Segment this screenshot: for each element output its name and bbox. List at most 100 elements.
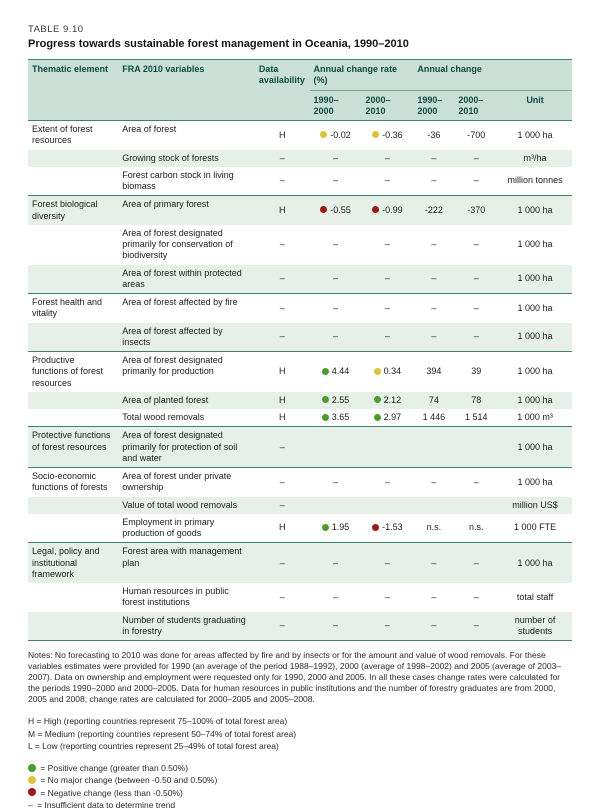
table-label: TABLE 9.10 — [28, 24, 84, 35]
annual-change-cell-period2: n.s. — [469, 522, 484, 533]
rate-value: – — [384, 273, 390, 284]
annual-change-cell-period1: n.s. — [426, 522, 442, 533]
data-availability-cell: – — [254, 264, 310, 294]
annual-change-cell-period1: – — [413, 322, 455, 352]
annual-change-cell-period2: – — [454, 293, 499, 323]
thematic-element-cell: Forest biological diversity — [28, 195, 119, 225]
annual-change-rate-cell: – — [309, 542, 362, 583]
annual-change-cell-period2: – — [454, 322, 499, 352]
rate-value: – — [333, 302, 339, 313]
annual-change-rate-cell: -0.02 — [309, 120, 362, 150]
annual-change-rate-cell: – — [361, 293, 414, 323]
positive-trend-dot-icon — [321, 523, 329, 531]
table-body: Extent of forest resources Area of forest… — [28, 120, 572, 641]
positive-trend-dot-icon — [373, 396, 381, 404]
annual-change-cell-period2: – — [473, 175, 479, 186]
rate-value: -0.55 — [330, 204, 351, 215]
annual-change-cell-period2: -370 — [454, 195, 499, 225]
trend-legend-text: = Negative change (less than -0.50%) — [38, 787, 183, 798]
unit-cell: number of students — [498, 611, 572, 641]
rate-value: -0.36 — [382, 129, 403, 140]
positive-trend-dot-icon — [28, 763, 36, 772]
unit-cell: million US$ — [498, 496, 572, 514]
table-row: Number of students graduating in forestr… — [28, 611, 572, 641]
annual-change-cell-period2: – — [454, 264, 499, 294]
col-header-rate-period1: 1990–2000 — [309, 90, 362, 121]
annual-change-rate-cell: 2.55 — [309, 391, 362, 409]
rate-value: 1.95 — [331, 522, 350, 533]
col-header-variables: FRA 2010 variables — [118, 59, 255, 121]
data-availability-cell: H — [254, 120, 310, 150]
annual-change-rate-cell: -0.99 — [361, 195, 414, 225]
thematic-element-cell: Protective functions of forest resources — [28, 426, 119, 468]
rate-value: – — [333, 331, 339, 342]
annual-change-cell-period1 — [413, 426, 455, 468]
variable-cell: Area of forest designated primarily for … — [122, 227, 233, 261]
annual-change-cell-period1: – — [413, 611, 455, 641]
annual-change-rate-cell: – — [361, 542, 414, 583]
thematic-element-cell — [28, 496, 119, 514]
annual-change-rate-cell: -1.53 — [361, 514, 413, 543]
no_change-trend-dot-icon — [28, 775, 36, 784]
negative-trend-dot-icon — [28, 788, 36, 797]
trend-legend-item: = No major change (between -0.50 and 0.5… — [28, 774, 572, 786]
variable-cell: Area of forest within protected areas — [118, 264, 255, 294]
rate-value: – — [333, 557, 339, 568]
variable-cell: Area of forest under private ownership — [118, 467, 255, 497]
variable-cell: Area of planted forest — [118, 391, 255, 409]
no_change-trend-dot-icon — [372, 131, 380, 139]
availability-legend-item: M = Medium (reporting countries represen… — [28, 728, 297, 739]
thematic-element-cell — [28, 514, 118, 543]
trend-legend-item: = Positive change (greater than 0.50%) — [28, 762, 572, 774]
page-title: Progress towards sustainable forest mana… — [28, 38, 409, 50]
annual-change-rate-cell — [309, 426, 362, 468]
thematic-element-cell: Forest health and vitality — [28, 293, 119, 323]
unit-cell: 1 000 ha — [498, 120, 572, 150]
col-header-thematic: Thematic element — [28, 59, 119, 121]
thematic-element-cell — [28, 225, 118, 265]
thematic-element-cell — [28, 322, 119, 352]
data-availability-cell: – — [254, 496, 310, 514]
variable-cell: Forest carbon stock in living biomass — [122, 169, 234, 191]
thematic-element-cell — [28, 583, 118, 612]
trend-legend-text: = No major change (between -0.50 and 0.5… — [38, 775, 218, 786]
data-availability-cell: H — [254, 391, 310, 409]
dash-marker: – — [28, 800, 33, 811]
col-header-change-group: Annual change — [413, 59, 499, 91]
variable-cell: Total wood removals — [122, 412, 205, 422]
annual-change-rate-cell: – — [309, 611, 362, 641]
trend-legend-item: – = Insufficient data to determine trend — [28, 799, 572, 811]
annual-change-rate-cell: – — [361, 264, 414, 294]
table-row: Legal, policy and institutional framewor… — [28, 542, 572, 583]
unit-cell: 1 000 ha — [517, 239, 553, 249]
rate-value: – — [333, 273, 339, 284]
table-row: Growing stock of forests – – – – – m³/ha — [28, 149, 572, 167]
annual-change-cell-period2: -700 — [454, 120, 499, 150]
table-row: Forest health and vitality Area of forest… — [28, 293, 572, 323]
table-row: Total wood removals H 3.65 2.97 1 446 1 514 1 … — [28, 409, 572, 427]
trend-legend-text: = Insufficient data to determine trend — [34, 800, 176, 811]
rate-value: – — [384, 331, 390, 342]
table-row: Socio-economic functions of forests Area … — [28, 467, 572, 497]
thematic-element-cell — [28, 149, 119, 167]
annual-change-rate-cell: – — [361, 583, 413, 612]
positive-trend-dot-icon — [321, 367, 329, 375]
annual-change-cell-period2 — [454, 496, 499, 514]
negative-trend-dot-icon — [320, 206, 328, 214]
rate-value: – — [384, 152, 390, 163]
trend-legend: = Positive change (greater than 0.50%) =… — [28, 762, 572, 811]
annual-change-cell-period1: 74 — [413, 391, 455, 409]
annual-change-cell-period1 — [413, 496, 455, 514]
annual-change-rate-cell: – — [310, 583, 362, 612]
variable-cell: Forest area with management plan — [118, 542, 255, 583]
unit-cell: 1 000 m³ — [517, 412, 553, 422]
trend-legend-item: = Negative change (less than -0.50%) — [28, 787, 572, 799]
data-availability-cell: – — [254, 322, 310, 352]
rate-value: – — [333, 175, 339, 186]
annual-change-cell-period2: 1 514 — [464, 412, 488, 422]
thematic-element-cell — [28, 167, 118, 196]
table-row: Value of total wood removals – million US$ — [28, 496, 572, 514]
data-availability-cell: – — [279, 175, 285, 186]
rate-value: – — [333, 152, 339, 163]
rate-value: -0.02 — [330, 129, 351, 140]
